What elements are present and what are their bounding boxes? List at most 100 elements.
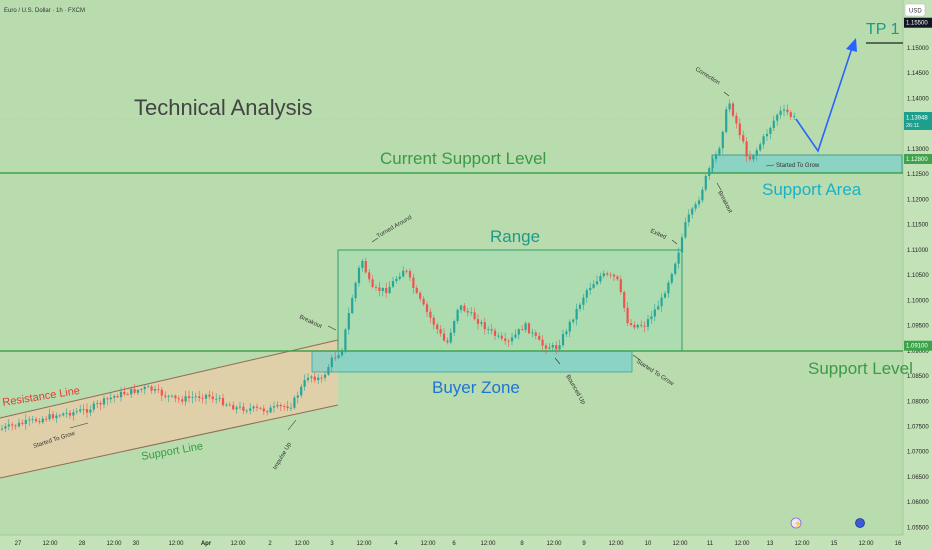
candle-192: [653, 309, 656, 317]
candle-23: [79, 409, 82, 412]
candle-6: [21, 422, 24, 424]
time-tick-20: 10: [645, 541, 652, 547]
candle-100: [340, 350, 344, 356]
candle-8: [28, 419, 31, 421]
candle-82: [279, 405, 282, 407]
candle-86: [293, 397, 296, 408]
candle-140: [476, 319, 480, 324]
candle-159: [541, 339, 544, 346]
candle-125: [425, 304, 429, 312]
candle-141: [480, 322, 483, 324]
price-axis[interactable]: 1.155001.150001.145001.140001.135001.130…: [907, 21, 929, 532]
candle-108: [368, 272, 371, 280]
forecast-arrowhead: [846, 38, 857, 52]
candle-233: [793, 116, 796, 117]
candle-148: [504, 338, 507, 341]
candle-54: [184, 396, 187, 402]
candle-165: [561, 334, 565, 346]
candle-62: [211, 396, 214, 400]
candle-90: [306, 377, 310, 381]
candle-232: [789, 112, 792, 117]
candle-61: [208, 394, 211, 397]
price-tick-16: 1.07500: [907, 424, 929, 430]
time-tick-5: 12:00: [168, 541, 184, 547]
candle-45: [153, 389, 157, 391]
candle-95: [323, 374, 327, 378]
currency-button[interactable]: [904, 3, 926, 17]
price-tick-12: 1.09500: [907, 324, 929, 330]
candle-126: [429, 311, 432, 318]
price-badge-bg-1: [904, 153, 932, 164]
candle-11: [38, 421, 41, 423]
candle-47: [160, 389, 163, 396]
candle-3: [11, 424, 14, 426]
time-tick-27: 12:00: [858, 541, 874, 547]
time-tick-4: 30: [133, 541, 140, 547]
candle-129: [439, 329, 442, 334]
price-tick-20: 1.05500: [907, 525, 929, 531]
candle-158: [538, 335, 541, 340]
candle-12: [41, 418, 44, 423]
candle-176: [599, 276, 602, 282]
candle-135: [459, 305, 463, 310]
candle-29: [99, 402, 102, 405]
candle-134: [456, 309, 459, 322]
candle-114: [388, 286, 391, 293]
candle-42: [143, 386, 146, 390]
candle-44: [150, 386, 153, 391]
support-area-label: Support Area: [762, 180, 862, 199]
candle-212: [721, 131, 724, 149]
time-tick-13: 12:00: [420, 541, 436, 547]
candle-24: [82, 409, 85, 410]
candle-194: [660, 297, 663, 307]
candle-68: [232, 405, 235, 410]
candle-65: [221, 397, 225, 406]
candle-149: [507, 340, 510, 342]
lightning-icon[interactable]: [790, 517, 802, 529]
candle-17: [58, 415, 61, 417]
event-icon[interactable]: [855, 518, 865, 528]
time-tick-17: 12:00: [546, 541, 562, 547]
time-tick-22: 11: [707, 541, 714, 547]
candle-168: [572, 319, 575, 322]
time-tick-9: 12:00: [294, 541, 310, 547]
time-tick-25: 12:00: [794, 541, 810, 547]
candle-69: [235, 407, 238, 410]
annotation-started-to-grow-3: Started To Grow: [776, 163, 820, 169]
candle-21: [72, 412, 75, 416]
candle-210: [714, 154, 718, 160]
time-tick-26: 15: [831, 541, 838, 547]
candle-136: [463, 305, 466, 312]
candle-46: [157, 389, 160, 390]
candle-91: [310, 376, 313, 378]
candle-26: [89, 409, 92, 413]
candle-137: [466, 311, 469, 313]
candle-185: [629, 323, 633, 326]
candle-207: [704, 175, 707, 190]
candle-9: [31, 419, 34, 420]
time-tick-19: 12:00: [608, 541, 624, 547]
candle-184: [626, 307, 629, 324]
buyer-zone: [311, 350, 633, 373]
candle-79: [269, 407, 272, 413]
price-tick-7: 1.12000: [907, 197, 929, 203]
candle-39: [133, 389, 136, 393]
candle-99: [337, 355, 340, 358]
candle-228: [776, 114, 779, 121]
candle-31: [106, 398, 109, 400]
candle-161: [548, 347, 551, 349]
candle-22: [75, 411, 78, 413]
candle-153: [521, 329, 524, 331]
candle-18: [62, 413, 65, 416]
candle-180: [612, 274, 616, 277]
candle-38: [130, 389, 133, 395]
candle-152: [517, 329, 520, 335]
candle-145: [493, 330, 497, 336]
time-axis[interactable]: 27 12:00 28 12:00 30 12:00 Apr 12:00 2 12:00 3 12:0…: [15, 541, 902, 547]
candle-81: [276, 405, 279, 407]
candle-190: [646, 319, 650, 327]
time-tick-7: 12:00: [230, 541, 246, 547]
candle-215: [731, 103, 735, 116]
candle-63: [215, 398, 218, 400]
